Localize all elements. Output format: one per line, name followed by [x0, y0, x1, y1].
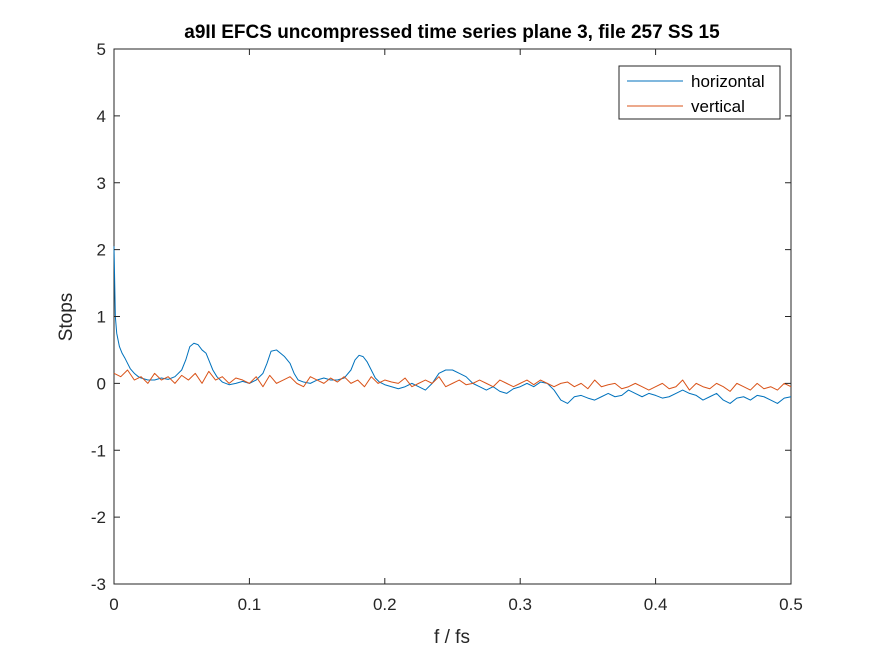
series-line-vertical	[113, 369, 792, 392]
y-axis-label: Stops	[56, 293, 77, 342]
y-tick-label: 1	[97, 308, 106, 327]
chart-title: a9II EFCS uncompressed time series plane…	[184, 22, 720, 43]
x-tick-label: 0.5	[779, 595, 803, 614]
y-tick-label: 2	[97, 241, 106, 260]
y-tick-label: 0	[97, 374, 106, 393]
axes-box	[113, 48, 792, 585]
y-tick-label: 5	[97, 40, 106, 59]
plot-area: 0 0.1 0.2 0.3 0.4 0.5 -3 -2 -1 0 1 2 3 4 5 horizontal ve…	[91, 40, 803, 614]
legend-label-horizontal: horizontal	[691, 72, 765, 91]
y-tick-label: 3	[97, 174, 106, 193]
y-tick-label: -1	[91, 441, 106, 460]
x-tick-label: 0.4	[644, 595, 668, 614]
x-axis-label: f / fs	[434, 627, 470, 648]
series-line-horizontal	[113, 246, 792, 404]
y-tick-label: -2	[91, 508, 106, 527]
legend-label-vertical: vertical	[691, 97, 745, 116]
y-tick-label: -3	[91, 575, 106, 594]
x-tick-label: 0	[109, 595, 118, 614]
y-tick-label: 4	[97, 107, 106, 126]
legend-box	[618, 65, 781, 120]
x-tick-label: 0.2	[373, 595, 397, 614]
x-tick-label: 0.3	[508, 595, 532, 614]
x-tick-label: 0.1	[238, 595, 262, 614]
